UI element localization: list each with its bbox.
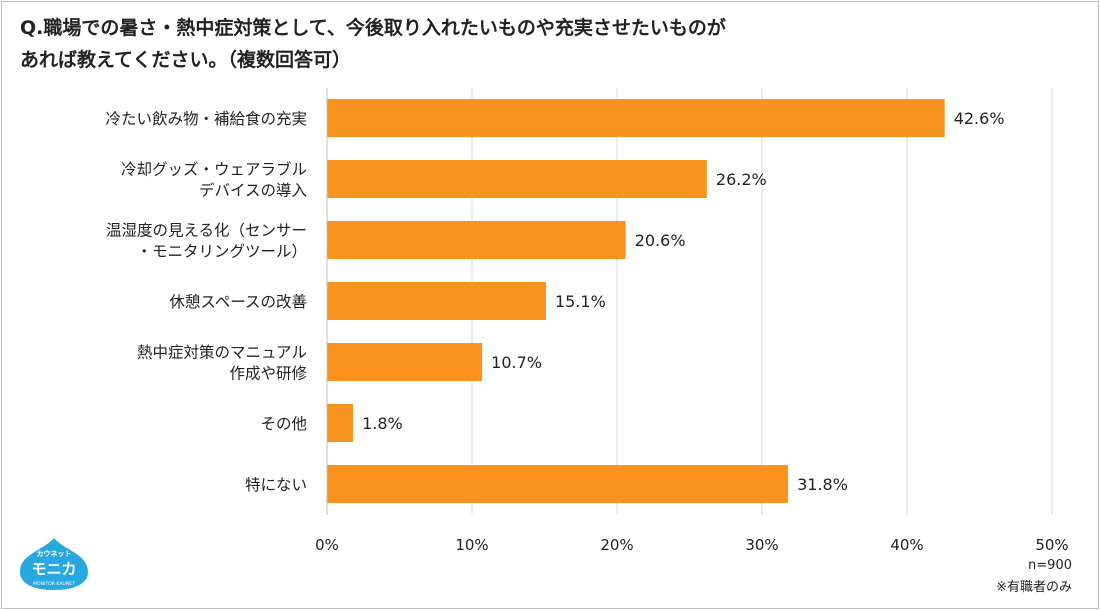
svg-text:MONITOR KAUNET: MONITOR KAUNET — [33, 581, 75, 587]
respondent-note: ※有職者のみ — [996, 580, 1072, 595]
category-label: その他 — [260, 415, 307, 433]
data-label: 31.8% — [797, 475, 848, 494]
data-label: 26.2% — [716, 170, 767, 189]
bar — [327, 282, 546, 320]
category-label: 特にない — [245, 476, 307, 494]
bar — [327, 221, 626, 259]
x-tick-label: 20% — [600, 536, 633, 554]
category-label: ・モニタリングツール） — [136, 243, 307, 261]
x-tick-label: 30% — [745, 536, 778, 554]
category-label: デバイスの導入 — [199, 181, 307, 200]
svg-text:カウネット: カウネット — [37, 549, 72, 558]
bar — [327, 160, 707, 198]
sample-size-note: n=900 — [1028, 558, 1072, 573]
svg-text:モニカ: モニカ — [31, 560, 76, 578]
chart-title: Q.職場での暑さ・熱中症対策として、今後取り入れたいものや充実させたいものが あ… — [20, 12, 1080, 76]
bar — [327, 343, 483, 381]
category-label: 冷たい飲み物・補給食の充実 — [105, 110, 307, 128]
category-label: 冷却グッズ・ウェアラブル — [121, 160, 307, 179]
data-label: 15.1% — [555, 292, 606, 311]
bar — [327, 99, 945, 137]
data-label: 20.6% — [635, 231, 686, 250]
category-label: 熱中症対策のマニュアル — [137, 344, 307, 362]
data-label: 10.7% — [491, 353, 542, 372]
category-label: 休憩スペースの改善 — [169, 293, 307, 311]
chart-title-line-2: あれば教えてください。（複数回答可） — [20, 49, 351, 71]
x-tick-label: 50% — [1035, 536, 1068, 554]
data-label: 1.8% — [362, 414, 403, 433]
x-tick-label: 0% — [315, 536, 339, 554]
x-tick-label: 10% — [455, 536, 488, 554]
category-label: 作成や研修 — [229, 365, 307, 383]
monica-logo: カウネット モニカ MONITOR KAUNET — [20, 538, 88, 590]
chart-title-line-1: Q.職場での暑さ・熱中症対策として、今後取り入れたいものや充実させたいものが — [20, 17, 726, 39]
bar — [327, 404, 354, 442]
data-label: 42.6% — [954, 109, 1005, 128]
bar — [327, 465, 789, 503]
category-label: 温湿度の見える化（センサー — [106, 222, 307, 240]
x-tick-label: 40% — [890, 536, 923, 554]
